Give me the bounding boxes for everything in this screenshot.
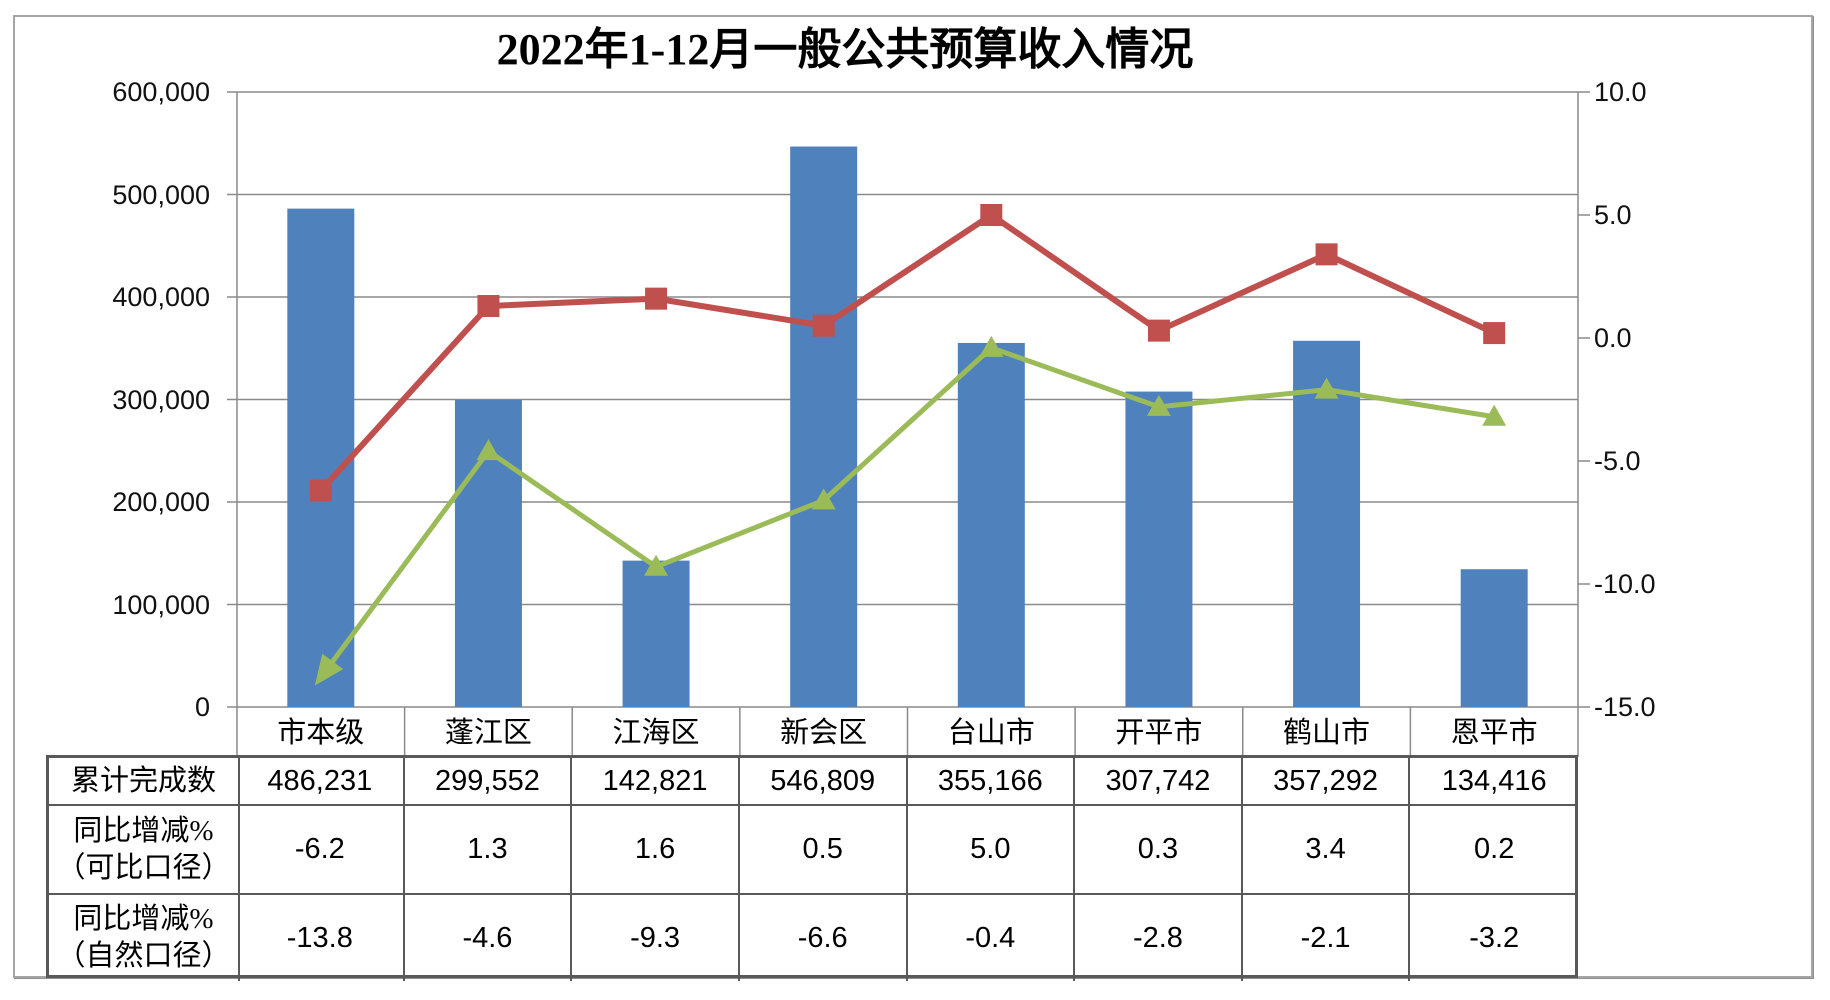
category-label: 鹤山市 xyxy=(1283,717,1371,749)
y-axis-right-label: 0.0 xyxy=(1594,323,1632,353)
table-cell: -4.6 xyxy=(405,895,573,981)
bar xyxy=(790,146,858,708)
bar xyxy=(287,208,355,707)
table-cell: 299,552 xyxy=(404,758,573,806)
table-cell: -2.1 xyxy=(1243,895,1411,981)
triangle-marker xyxy=(1146,394,1171,416)
table-row-header: 累计完成数 xyxy=(49,758,240,806)
chart-title: 2022年1-12月一般公共预算收入情况 xyxy=(496,25,1194,74)
bar xyxy=(1293,340,1361,707)
bar xyxy=(622,560,690,707)
y-axis-right-label: -5.0 xyxy=(1594,446,1641,476)
table-cell: -9.3 xyxy=(572,895,740,981)
triangle-marker xyxy=(644,554,669,576)
category-label: 市本级 xyxy=(277,717,365,749)
table-cell: -13.8 xyxy=(237,895,405,981)
table-cell: -6.6 xyxy=(740,895,908,981)
table-cell: 1.6 xyxy=(572,806,740,895)
table-cell: -6.2 xyxy=(237,806,405,895)
y-axis-left-label: 300,000 xyxy=(112,384,210,415)
square-marker xyxy=(477,295,500,318)
table-cell: 1.3 xyxy=(404,806,573,895)
category-label: 蓬江区 xyxy=(444,717,532,749)
data-table: 累计完成数 486,231 299,552 142,821 546,809 355,166… xyxy=(46,755,1578,981)
table-cell: 486,231 xyxy=(237,758,405,806)
y-axis-left-label: 100,000 xyxy=(112,589,210,620)
table-cell: 357,292 xyxy=(1242,758,1411,806)
y-axis-right-label: -10.0 xyxy=(1594,569,1656,599)
square-marker xyxy=(645,287,668,310)
square-marker xyxy=(1147,319,1170,342)
bar xyxy=(957,342,1025,707)
y-axis-left-label: 200,000 xyxy=(112,487,210,517)
table-cell: 0.5 xyxy=(739,806,908,895)
table-cell: -2.8 xyxy=(1075,895,1243,981)
table-cell: 0.3 xyxy=(1075,806,1243,895)
natural-line xyxy=(318,344,1495,679)
triangle-marker xyxy=(1314,377,1339,399)
table-row-header: 同比增减% （自然口径） xyxy=(49,895,240,981)
y-axis-left-label: 400,000 xyxy=(112,282,210,312)
table-cell: 307,742 xyxy=(1075,758,1243,806)
square-marker xyxy=(1483,322,1506,345)
triangle-marker xyxy=(476,439,501,461)
square-marker xyxy=(1315,243,1338,266)
category-label: 开平市 xyxy=(1115,717,1203,749)
triangle-marker xyxy=(811,488,836,510)
bar xyxy=(1125,391,1193,707)
table-cell: 3.4 xyxy=(1242,806,1411,895)
triangle-marker xyxy=(979,335,1004,357)
y-axis-right-label: 10.0 xyxy=(1594,77,1647,107)
table-cell: 355,166 xyxy=(907,758,1076,806)
table-cell: 142,821 xyxy=(572,758,740,806)
table-cell: 5.0 xyxy=(907,806,1076,895)
category-label: 江海区 xyxy=(612,717,700,749)
table-cell: 0.2 xyxy=(1410,806,1578,895)
y-axis-right-label: -15.0 xyxy=(1594,692,1656,722)
category-label: 台山市 xyxy=(947,717,1035,749)
table-cell: 134,416 xyxy=(1410,758,1578,806)
y-axis-left-label: 500,000 xyxy=(112,179,210,210)
category-label: 恩平市 xyxy=(1450,717,1538,749)
table-cell: 546,809 xyxy=(739,758,908,806)
comparable-line xyxy=(318,211,1496,493)
square-marker xyxy=(980,204,1003,226)
table-cell: -3.2 xyxy=(1469,921,1520,954)
arrow-marker xyxy=(314,653,344,686)
y-axis-left-label: 600,000 xyxy=(112,77,210,107)
y-axis-right-label: 5.0 xyxy=(1594,200,1632,230)
square-marker xyxy=(309,479,332,502)
bar xyxy=(1460,569,1528,707)
table-row-header: 同比增减% （可比口径） xyxy=(49,806,240,895)
category-label: 新会区 xyxy=(780,717,868,749)
table-cell: -0.4 xyxy=(908,895,1076,981)
y-axis-left-label: 0 xyxy=(194,692,210,722)
square-marker xyxy=(812,314,835,337)
triangle-marker xyxy=(1482,404,1507,426)
